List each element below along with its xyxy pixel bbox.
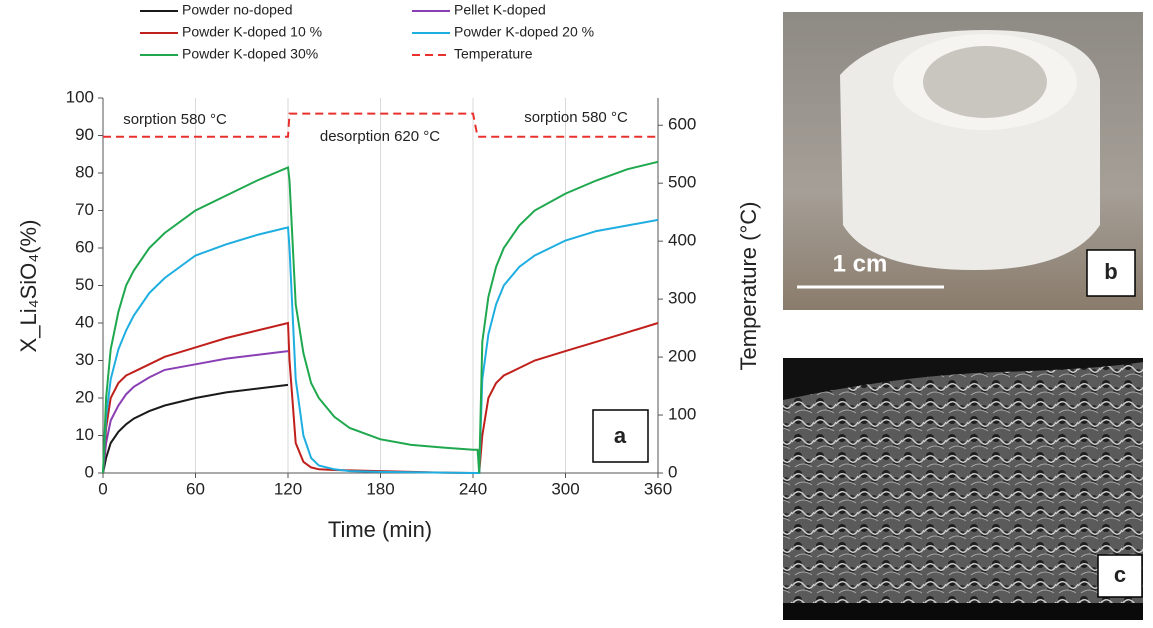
y2-tick-label: 100: [668, 405, 696, 424]
legend-label: Powder K-doped 20 %: [454, 24, 594, 40]
legend-label: Powder K-doped 10 %: [182, 24, 322, 40]
x-tick-label: 60: [186, 479, 205, 498]
x-tick-label: 180: [366, 479, 394, 498]
annotation: desorption 620 °C: [320, 128, 440, 145]
y-tick-label: 100: [66, 87, 94, 106]
legend-label: Pellet K-doped: [454, 2, 546, 18]
series-line: [102, 160, 659, 474]
y-tick-label: 70: [75, 200, 94, 219]
y-tick-label: 0: [85, 462, 94, 481]
y-tick-label: 50: [75, 275, 94, 294]
y2-tick-label: 400: [668, 231, 696, 250]
series-line: [102, 383, 289, 474]
y2-axis-label: Temperature (°C): [736, 202, 761, 371]
photo-c: [783, 358, 1143, 620]
y-tick-label: 40: [75, 312, 94, 331]
y-tick-label: 90: [75, 125, 94, 144]
y-axis-label: X_Li₄SiO₄(%): [16, 220, 41, 353]
panel-label: b: [1104, 259, 1117, 284]
x-axis-label: Time (min): [328, 517, 432, 542]
y2-tick-label: 600: [668, 115, 696, 134]
scale-bar-label: 1 cm: [833, 250, 888, 277]
y-tick-label: 30: [75, 350, 94, 369]
y-tick-label: 10: [75, 425, 94, 444]
y2-tick-label: 200: [668, 347, 696, 366]
panel-label: a: [614, 423, 627, 448]
series-line: [103, 112, 658, 138]
x-tick-label: 300: [551, 479, 579, 498]
x-tick-label: 240: [459, 479, 487, 498]
y-tick-label: 60: [75, 237, 94, 256]
series-line: [102, 218, 659, 474]
y2-tick-label: 500: [668, 173, 696, 192]
panel-label-box: [592, 409, 649, 463]
y-tick-label: 20: [75, 387, 94, 406]
y2-tick-label: 300: [668, 289, 696, 308]
annotation: sorption 580 °C: [524, 109, 628, 126]
y-tick-label: 80: [75, 162, 94, 181]
legend-label: Temperature: [454, 46, 533, 62]
x-tick-label: 0: [98, 479, 107, 498]
photo-b: [783, 12, 1143, 310]
annotation: sorption 580 °C: [123, 111, 227, 128]
y2-tick-label: 0: [668, 462, 677, 481]
panel-label: c: [1114, 562, 1126, 587]
legend-label: Powder K-doped 30%: [182, 46, 318, 62]
series-line: [102, 350, 289, 474]
x-tick-label: 120: [274, 479, 302, 498]
x-tick-label: 360: [644, 479, 672, 498]
legend-label: Powder no-doped: [182, 2, 293, 18]
